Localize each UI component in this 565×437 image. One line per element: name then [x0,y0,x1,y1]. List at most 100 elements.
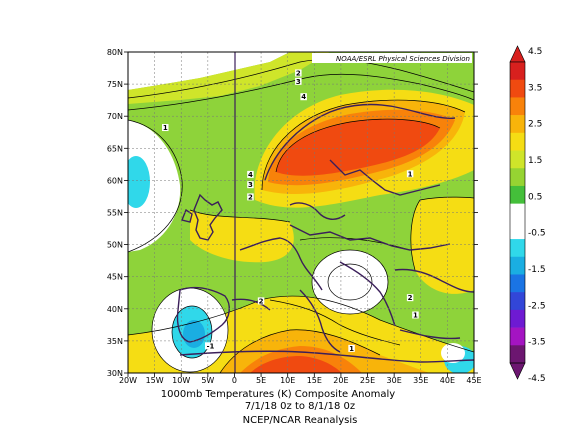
anomaly-region-neutral-atlantic [128,120,181,252]
lat-tick-label: 35N [107,337,123,346]
colorbar-segment [510,327,525,346]
colorbar-segment [510,115,525,134]
lat-tick-label: 30N [107,369,123,378]
anomaly-region-neutral-north [128,52,290,90]
colorbar-segment [510,274,525,293]
colorbar-tick-label: -2.5 [528,301,546,311]
caption-title: 1000mb Temperatures (K) Composite Anomal… [161,389,395,400]
lat-tick-label: 60N [107,176,123,185]
lon-tick-label: 40E [440,376,455,385]
colorbar-tick-label: 0.5 [528,192,542,202]
lon-tick-label: 15W [146,376,164,385]
colorbar-segment [510,185,525,204]
contour-label: 1 [413,312,418,320]
colorbar-segment [510,150,525,169]
colorbar-segment [510,292,525,311]
contour-label: 2 [259,297,264,305]
contour-label: 4 [301,93,306,101]
colorbar-tick-label: 3.5 [528,83,542,93]
colorbar-segment [510,256,525,275]
contour-label: 1 [349,345,354,353]
colorbar-segment [510,79,525,98]
colorbar-frame [509,61,526,364]
colorbar-segment [510,62,525,81]
contour-label: 3 [296,78,301,86]
contour-label: 1 [408,170,413,178]
colorbar-segment [510,203,525,222]
contour-label-box [247,170,254,178]
colorbar-tick-label: 4.5 [528,47,542,57]
contour-label: 3 [248,181,253,189]
contour-label-box [295,77,302,85]
lon-tick-label: 0 [232,376,237,385]
colorbar-tick-label: 1.5 [528,156,542,166]
anomaly-region-neutral-southeast [441,343,465,363]
colorbar-segment [510,309,525,328]
lon-tick-label: 20E [333,376,348,385]
anomaly-region-west-europe [190,210,294,263]
map-credit: NOAA/ESRL Physical Sciences Division [336,55,470,63]
colorbar-segment [510,97,525,116]
colorbar-tick-label: -1.5 [528,265,546,275]
lat-tick-label: 80N [107,48,123,57]
lon-tick-label: 5W [201,376,214,385]
anomaly-region-warm-4 [276,119,440,176]
contour-label-box [295,69,302,77]
lat-tick-label: 55N [107,209,123,218]
colorbar: 4.5 3.5 2.5 1.5 0.5 -0.5 -1.5 -2.5 -3.5 -4.5 [509,45,546,384]
colorbar-tick-label: -4.5 [528,374,546,384]
contour-label-box [247,181,254,189]
anomaly-region-cold-atlantic [128,156,150,208]
lat-tick-label: 50N [107,241,123,250]
credit-box [312,53,472,63]
colorbar-segment [510,345,525,364]
colorbar-tick-label: 2.5 [528,120,542,130]
contour-label: 1 [163,124,168,132]
contour-label-box [406,170,414,178]
lat-tick-label: 45N [107,273,123,282]
contour-label-box [162,124,169,132]
anomaly-region-neutral-balkans [312,250,388,314]
anomaly-region-south-4 [250,356,342,373]
contour-label: 2 [408,294,413,302]
colorbar-tick-label: -0.5 [528,229,546,239]
lat-tick-label: 40N [107,305,123,314]
lat-tick-label: 65N [107,144,123,153]
colorbar-arrow-top [509,45,526,63]
contour-label: 4 [248,171,253,179]
lon-tick-label: 15E [307,376,322,385]
contour-label-box [300,93,307,101]
contour-label-box [348,344,355,352]
contour-label-box [412,311,419,319]
longitude-axis: 20W 15W 10W 5W 0 5E 10E 15E 20E 25E 30E 35E 40E 45E [119,373,482,385]
lat-tick-label: 75N [107,80,123,89]
colorbar-segment [510,239,525,258]
colorbar-segment [510,132,525,151]
contour-label-box [257,297,265,305]
lon-tick-label: 30E [387,376,402,385]
caption-source: NCEP/NCAR Reanalysis [243,415,358,426]
colorbar-segment [510,168,525,187]
lon-tick-label: 35E [413,376,428,385]
colorbar-arrow-bottom [509,362,526,380]
latitude-axis: 80N 75N 70N 65N 60N 55N 50N 45N 40N 35N 30N [107,48,478,378]
lon-tick-label: 10E [280,376,295,385]
lon-tick-label: 10W [172,376,190,385]
colorbar-segment [510,221,525,240]
contour-label-box [247,193,254,201]
contour-label-box [406,294,414,302]
lon-tick-label: 25E [360,376,375,385]
contour-label: 2 [248,193,253,201]
lon-tick-label: 5E [256,376,266,385]
lat-tick-label: 70N [107,112,123,121]
contour-label: -1 [207,342,215,350]
contour-label: 2 [296,69,301,77]
lon-tick-label: 20W [119,376,137,385]
contour-label-box [205,342,217,350]
caption-date-range: 7/1/18 0z to 8/1/18 0z [245,401,355,412]
lon-tick-label: 45E [466,376,481,385]
colorbar-tick-label: -3.5 [528,338,546,348]
